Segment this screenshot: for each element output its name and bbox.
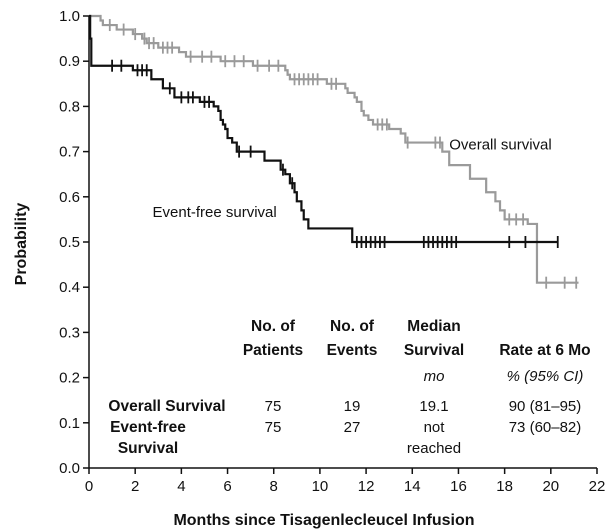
y-tick-label: 0.1	[59, 415, 80, 432]
row-efs-median-line1: not	[424, 419, 446, 436]
header-events-line2: Events	[327, 342, 378, 359]
event-free-survival-curve	[89, 14, 558, 244]
y-tick-label: 0.0	[59, 460, 80, 477]
x-tick-label: 0	[85, 478, 93, 495]
x-tick-label: 4	[177, 478, 185, 495]
row-efs-events: 27	[344, 419, 361, 436]
unit-rate: % (95% CI)	[507, 368, 584, 385]
x-tick-label: 12	[358, 478, 375, 495]
y-tick-label: 0.5	[59, 234, 80, 251]
overall-survival-curve	[89, 14, 579, 284]
x-tick-label: 20	[542, 478, 559, 495]
x-tick-label: 14	[404, 478, 421, 495]
x-tick-label: 18	[496, 478, 513, 495]
event-free-survival-label: Event-free survival	[153, 204, 277, 221]
row-efs-median-line2: reached	[407, 440, 461, 457]
row-os-median: 19.1	[419, 398, 448, 415]
y-tick-label: 0.9	[59, 53, 80, 70]
header-events-line1: No. of	[330, 318, 375, 335]
row-os-label: Overall Survival	[108, 398, 225, 415]
y-tick-label: 0.4	[59, 279, 80, 296]
x-tick-label: 6	[223, 478, 231, 495]
row-os-rate: 90 (81–95)	[509, 398, 582, 415]
y-tick-label: 0.6	[59, 189, 80, 206]
overall-survival-label: Overall survival	[449, 136, 552, 153]
header-median-line2: Survival	[404, 342, 464, 359]
y-tick-label: 0.2	[59, 370, 80, 387]
summary-table: No. of Patients No. of Events Median Sur…	[108, 318, 590, 457]
header-patients-line2: Patients	[243, 342, 303, 359]
x-tick-label: 2	[131, 478, 139, 495]
y-tick-label: 0.3	[59, 324, 80, 341]
header-rate: Rate at 6 Mo	[499, 342, 590, 359]
header-patients-line1: No. of	[251, 318, 296, 335]
header-median-line1: Median	[407, 318, 460, 335]
y-tick-label: 0.8	[59, 98, 80, 115]
censor-marks	[108, 19, 578, 289]
row-efs-label-line2: Survival	[118, 440, 178, 457]
x-tick-label: 16	[450, 478, 467, 495]
row-efs-rate: 73 (60–82)	[509, 419, 582, 436]
y-axis-title: Probability	[13, 203, 30, 286]
x-ticks: 0 2 4 6 8 10 12 14 16 18 20 22	[85, 468, 606, 495]
series-layer	[89, 14, 579, 284]
axes: 0.0 0.1 0.2 0.3 0.4 0.5 0.6 0.7 0.8 0.9 1.0 0 2 4 6 8 1…	[59, 8, 605, 495]
x-tick-label: 10	[312, 478, 329, 495]
row-efs-label-line1: Event-free	[110, 419, 186, 436]
x-tick-label: 22	[589, 478, 606, 495]
row-os-events: 19	[344, 398, 361, 415]
row-efs-patients: 75	[265, 419, 282, 436]
unit-median: mo	[424, 368, 445, 385]
y-tick-label: 1.0	[59, 8, 80, 25]
y-tick-label: 0.7	[59, 144, 80, 161]
row-os-patients: 75	[265, 398, 282, 415]
x-axis-title: Months since Tisagenlecleucel Infusion	[173, 512, 474, 529]
y-ticks: 0.0 0.1 0.2 0.3 0.4 0.5 0.6 0.7 0.8 0.9 1.0	[59, 8, 89, 477]
x-tick-label: 8	[270, 478, 278, 495]
